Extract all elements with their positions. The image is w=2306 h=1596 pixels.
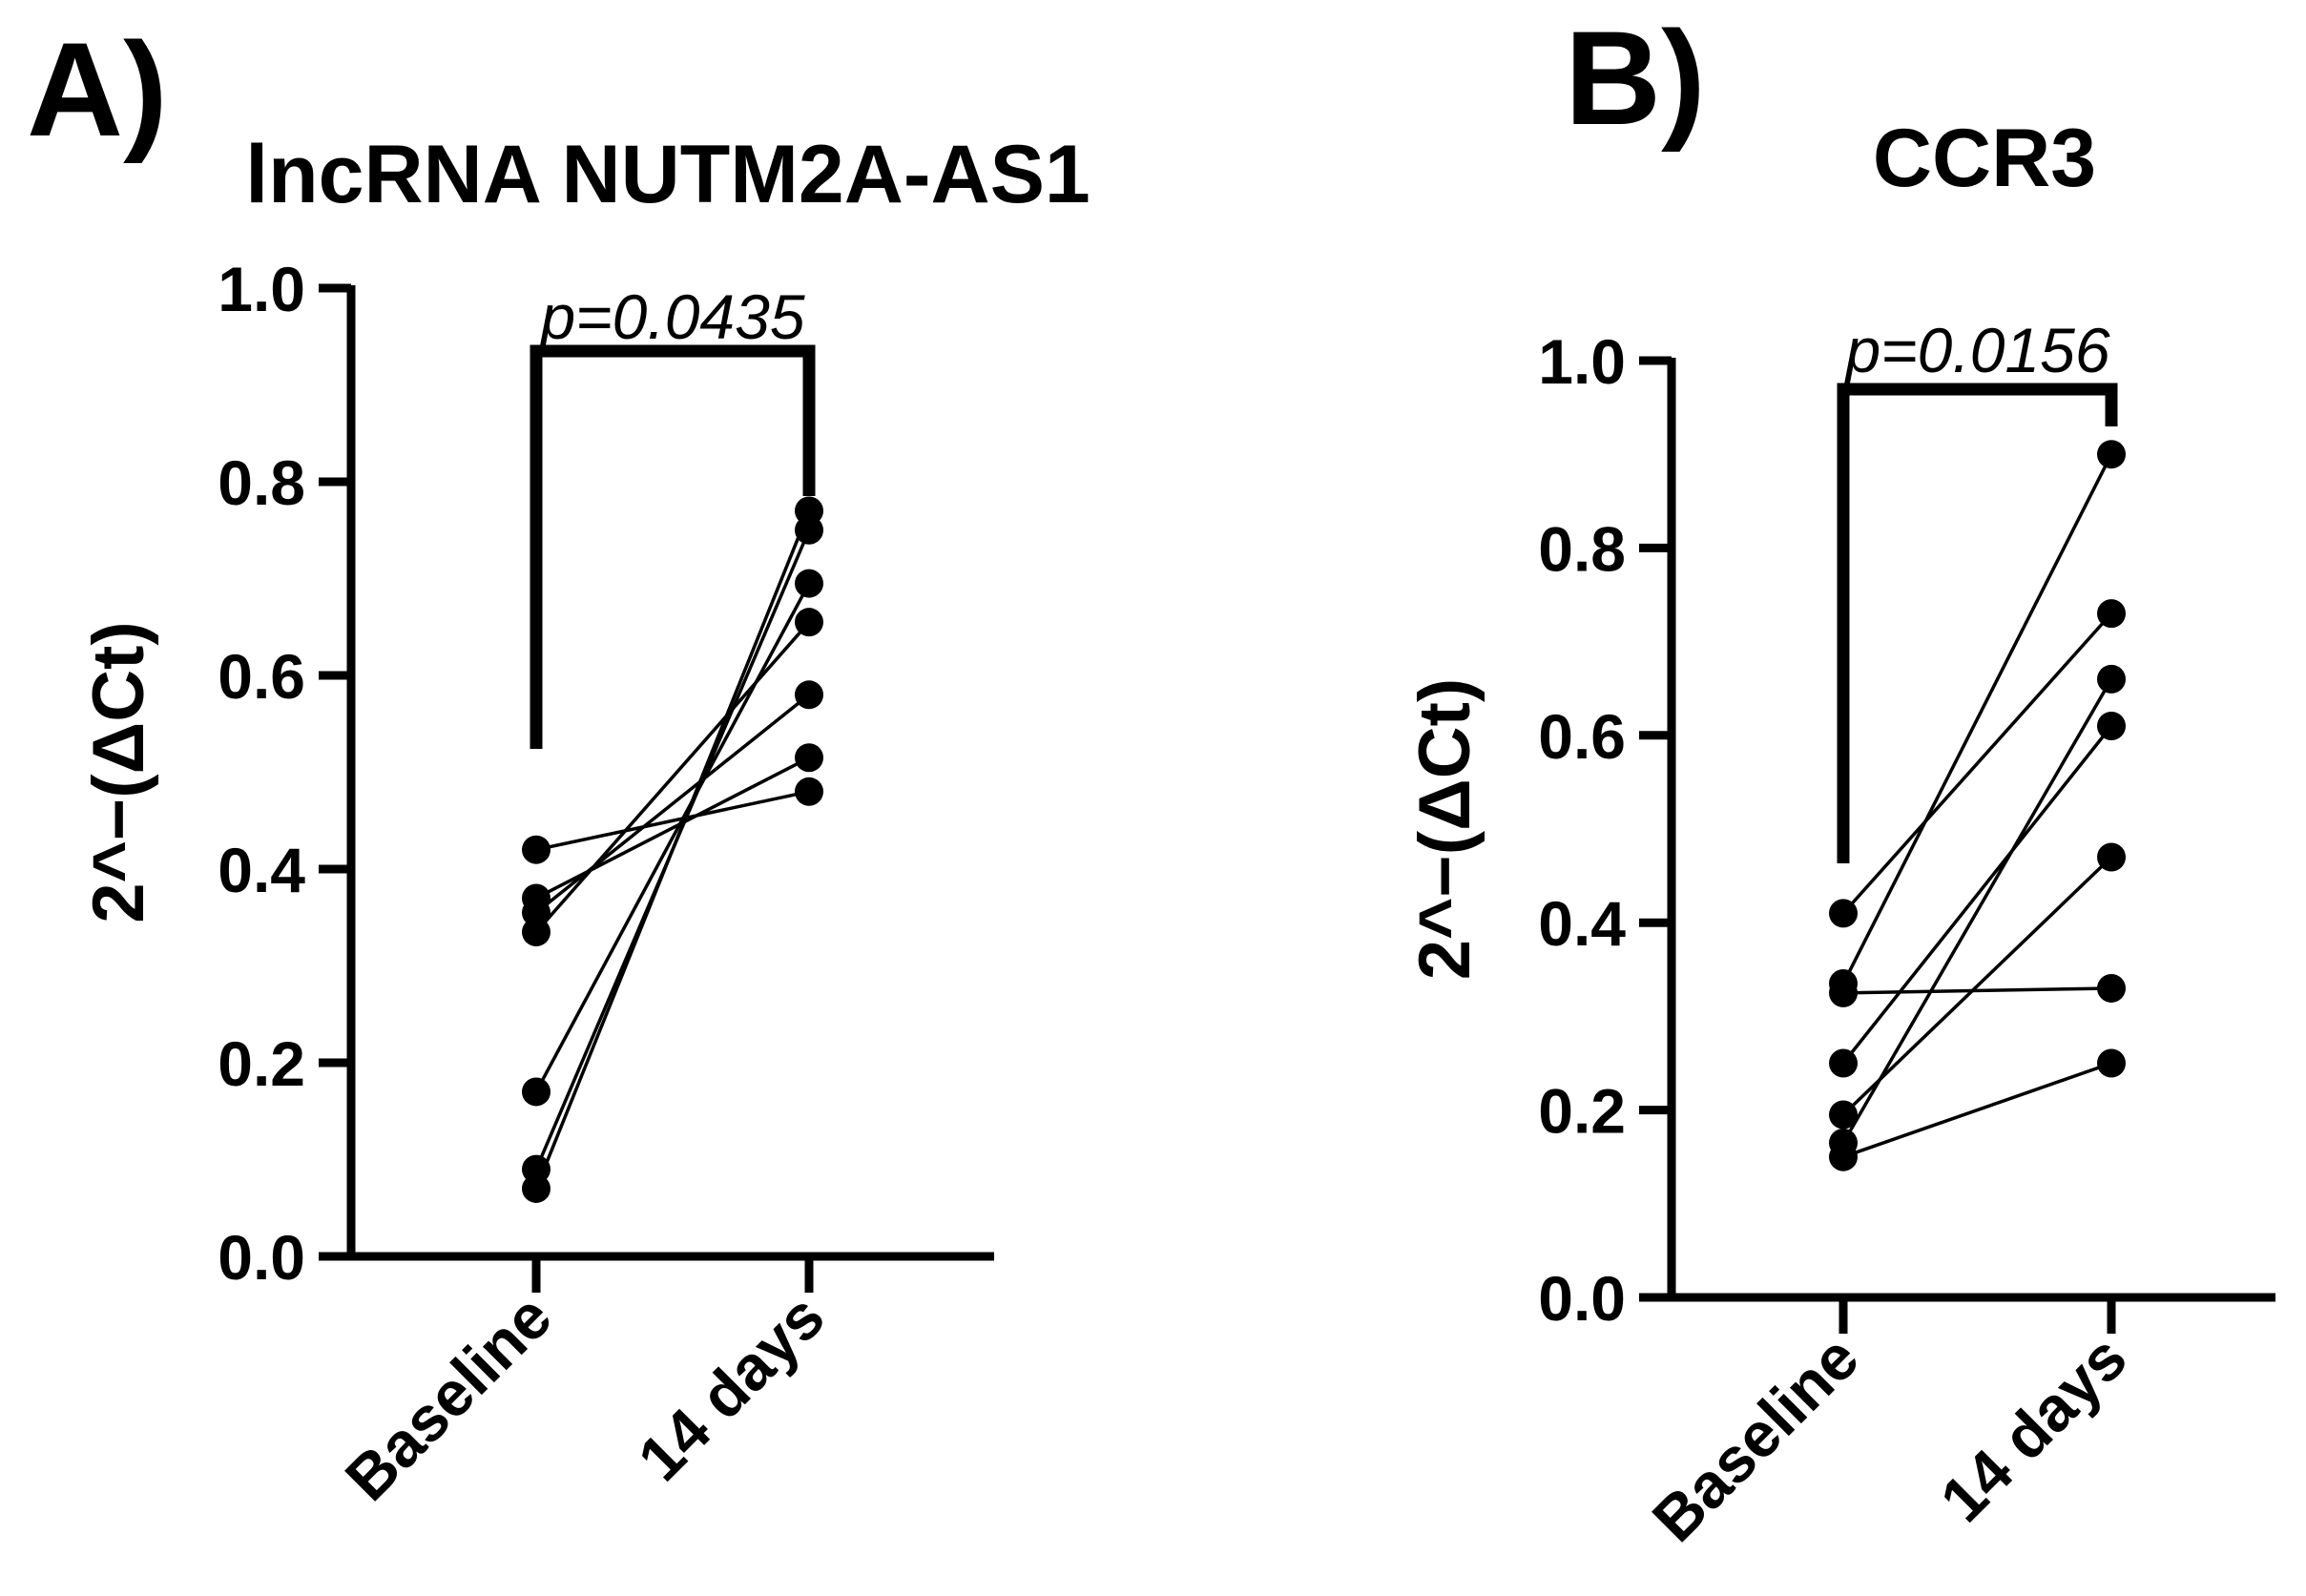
panel-letter-a: A) <box>27 14 168 164</box>
y-tick-label: 0.4 <box>218 835 305 905</box>
y-tick-label: 0.8 <box>218 447 305 518</box>
series-line <box>1842 986 2112 995</box>
x-category-label: 14 days <box>1926 1322 2140 1536</box>
series-line <box>534 693 811 915</box>
data-point <box>2097 973 2126 1003</box>
y-tick-label: 1.0 <box>218 254 305 324</box>
data-point <box>522 917 551 946</box>
plot-area-a: 0.0 0.2 0.4 0.6 0.8 1.0 2^−(ΔCt) Baseline 14 day… <box>78 254 994 1514</box>
data-point <box>795 608 823 637</box>
y-tick-label: 0.0 <box>1538 1263 1626 1334</box>
data-point <box>795 569 823 598</box>
chart-title-b: CCR3 <box>1873 113 2096 204</box>
data-point <box>2097 440 2126 469</box>
series-line <box>535 790 810 852</box>
y-tick-label: 0.2 <box>1538 1076 1626 1147</box>
y-tick-label: 0.4 <box>1538 888 1626 959</box>
series-line <box>1841 678 2113 1144</box>
data-point <box>2097 1048 2126 1078</box>
x-category-label: Baseline <box>332 1281 565 1514</box>
data-point <box>1829 1142 1858 1171</box>
series-line <box>1842 1061 2112 1159</box>
plot-area-b: 0.0 0.2 0.4 0.6 0.8 1.0 2^−(ΔCt) Baseline 14 day… <box>1404 315 2275 1555</box>
series-line <box>1841 453 2113 985</box>
series-line <box>1841 724 2113 1065</box>
data-point <box>2097 664 2126 694</box>
y-tick-label: 0.2 <box>218 1028 305 1099</box>
data-point <box>2097 842 2126 872</box>
data-point <box>1829 899 1858 928</box>
data-point <box>1829 1048 1858 1078</box>
x-category-label: Baseline <box>1639 1322 1872 1555</box>
data-point <box>795 680 823 710</box>
series-line <box>1841 856 2113 1116</box>
data-point <box>1829 978 1858 1007</box>
series-line <box>534 621 811 934</box>
series-line <box>534 509 811 1190</box>
data-point <box>2097 599 2126 629</box>
series-line <box>1841 611 2113 915</box>
series-line <box>534 582 811 1093</box>
panel-b: B) CCR3 0.0 0.2 0.4 0.6 0.8 1.0 2^−(ΔCt) Baseli… <box>1404 3 2275 1555</box>
p-value-annotation: p=0.0435 <box>538 281 804 352</box>
y-tick-label: 0.6 <box>1538 701 1626 772</box>
x-category-label: 14 days <box>624 1281 838 1495</box>
y-tick-label: 0.6 <box>218 641 305 712</box>
data-point <box>522 1173 551 1203</box>
data-point <box>795 777 823 806</box>
y-axis-label: 2^−(ΔCt) <box>78 621 159 922</box>
y-tick-label: 1.0 <box>1538 326 1626 397</box>
data-point <box>1829 1100 1858 1130</box>
panel-a: A) lncRNA NUTM2A-AS1 0.0 0.2 0.4 0.6 0.8 1.0 2… <box>27 14 1091 1514</box>
data-point <box>795 496 823 526</box>
y-tick-label: 0.8 <box>1538 513 1626 584</box>
significance-bracket <box>1837 383 2118 863</box>
significance-bracket <box>530 344 816 749</box>
panel-letter-b: B) <box>1565 3 1706 153</box>
p-value-annotation: p=0.0156 <box>1843 315 2109 385</box>
data-point <box>795 743 823 773</box>
y-tick-label: 0.0 <box>218 1222 305 1293</box>
data-point <box>2097 711 2126 740</box>
data-point <box>522 1077 551 1107</box>
y-axis-label: 2^−(ΔCt) <box>1404 678 1485 980</box>
chart-title-a: lncRNA NUTM2A-AS1 <box>245 129 1091 220</box>
data-point <box>522 835 551 864</box>
